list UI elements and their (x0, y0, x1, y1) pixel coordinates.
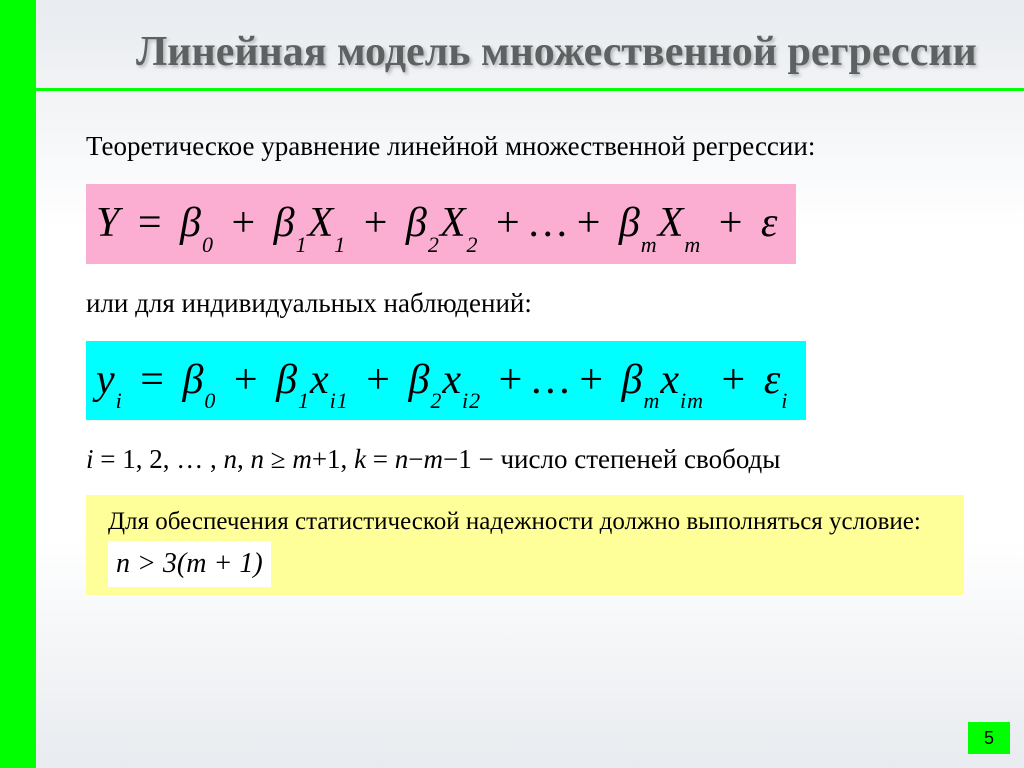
title-block: Линейная модель множественной регрессии (36, 0, 1024, 91)
slide: Линейная модель множественной регрессии … (0, 0, 1024, 768)
mid-text: или для индивидуальных наблюдений: (86, 282, 964, 325)
equation-1: Y = β0 + β1X1 + β2X2 +…+ βmXm + ε (86, 184, 796, 263)
content-area: Теоретическое уравнение линейной множест… (36, 91, 1024, 594)
page-number: 5 (968, 722, 1010, 754)
index-line: i = 1, 2, … , n, n ≥ m+1, k = n−m−1 − чи… (86, 438, 964, 481)
callout-text: Для обеспечения статистической надежност… (108, 508, 921, 535)
equation-2: yi = β0 + β1xi1 + β2xi2 +…+ βmxim + εi (86, 341, 806, 420)
intro-text: Теоретическое уравнение линейной множест… (86, 125, 964, 168)
slide-title: Линейная модель множественной регрессии (136, 28, 984, 76)
condition-box: n > 3(m + 1) (108, 541, 271, 587)
reliability-callout: Для обеспечения статистической надежност… (86, 495, 964, 595)
